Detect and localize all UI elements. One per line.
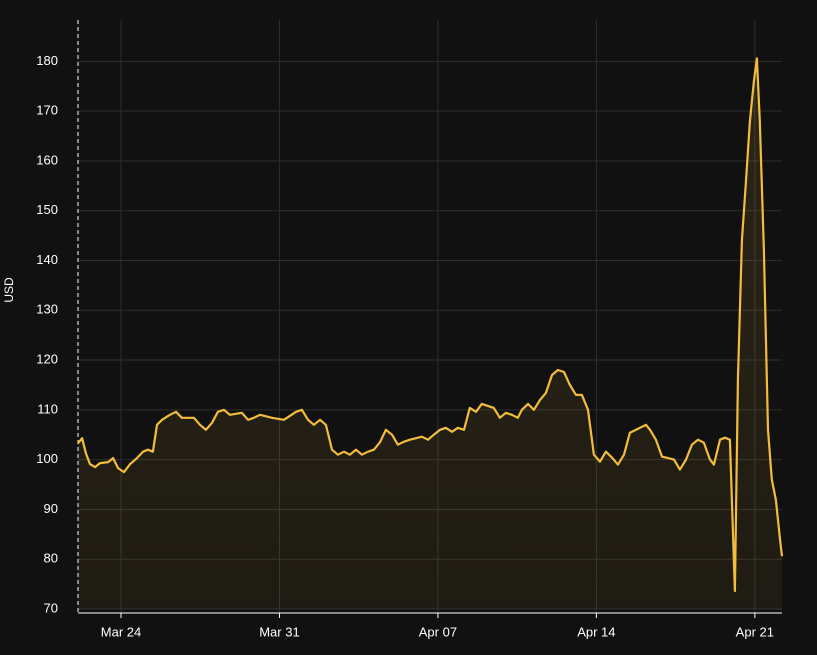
line xyxy=(77,57,784,593)
y-tick-label: 100 xyxy=(36,451,58,466)
y-tick-label: 70 xyxy=(44,600,58,615)
x-tick-label: Apr 07 xyxy=(419,624,457,639)
x-tick-label: Apr 21 xyxy=(736,624,774,639)
x-tick-label: Apr 14 xyxy=(577,624,615,639)
y-tick-label: 90 xyxy=(44,501,58,516)
y-tick-label: 150 xyxy=(36,202,58,217)
y-tick-label: 120 xyxy=(36,351,58,366)
y-tick-label: 160 xyxy=(36,152,58,167)
y-axis-label: USD xyxy=(2,277,16,303)
y-tick-label: 140 xyxy=(36,252,58,267)
x-tick-label: Mar 24 xyxy=(101,624,141,639)
x-tick-label: Mar 31 xyxy=(259,624,299,639)
y-tick-label: 180 xyxy=(36,53,58,68)
y-tick-label: 80 xyxy=(44,551,58,566)
line-area xyxy=(78,58,782,610)
y-tick-label: 130 xyxy=(36,302,58,317)
y-tick-label: 110 xyxy=(37,401,58,416)
y-tick-label: 170 xyxy=(36,103,58,118)
